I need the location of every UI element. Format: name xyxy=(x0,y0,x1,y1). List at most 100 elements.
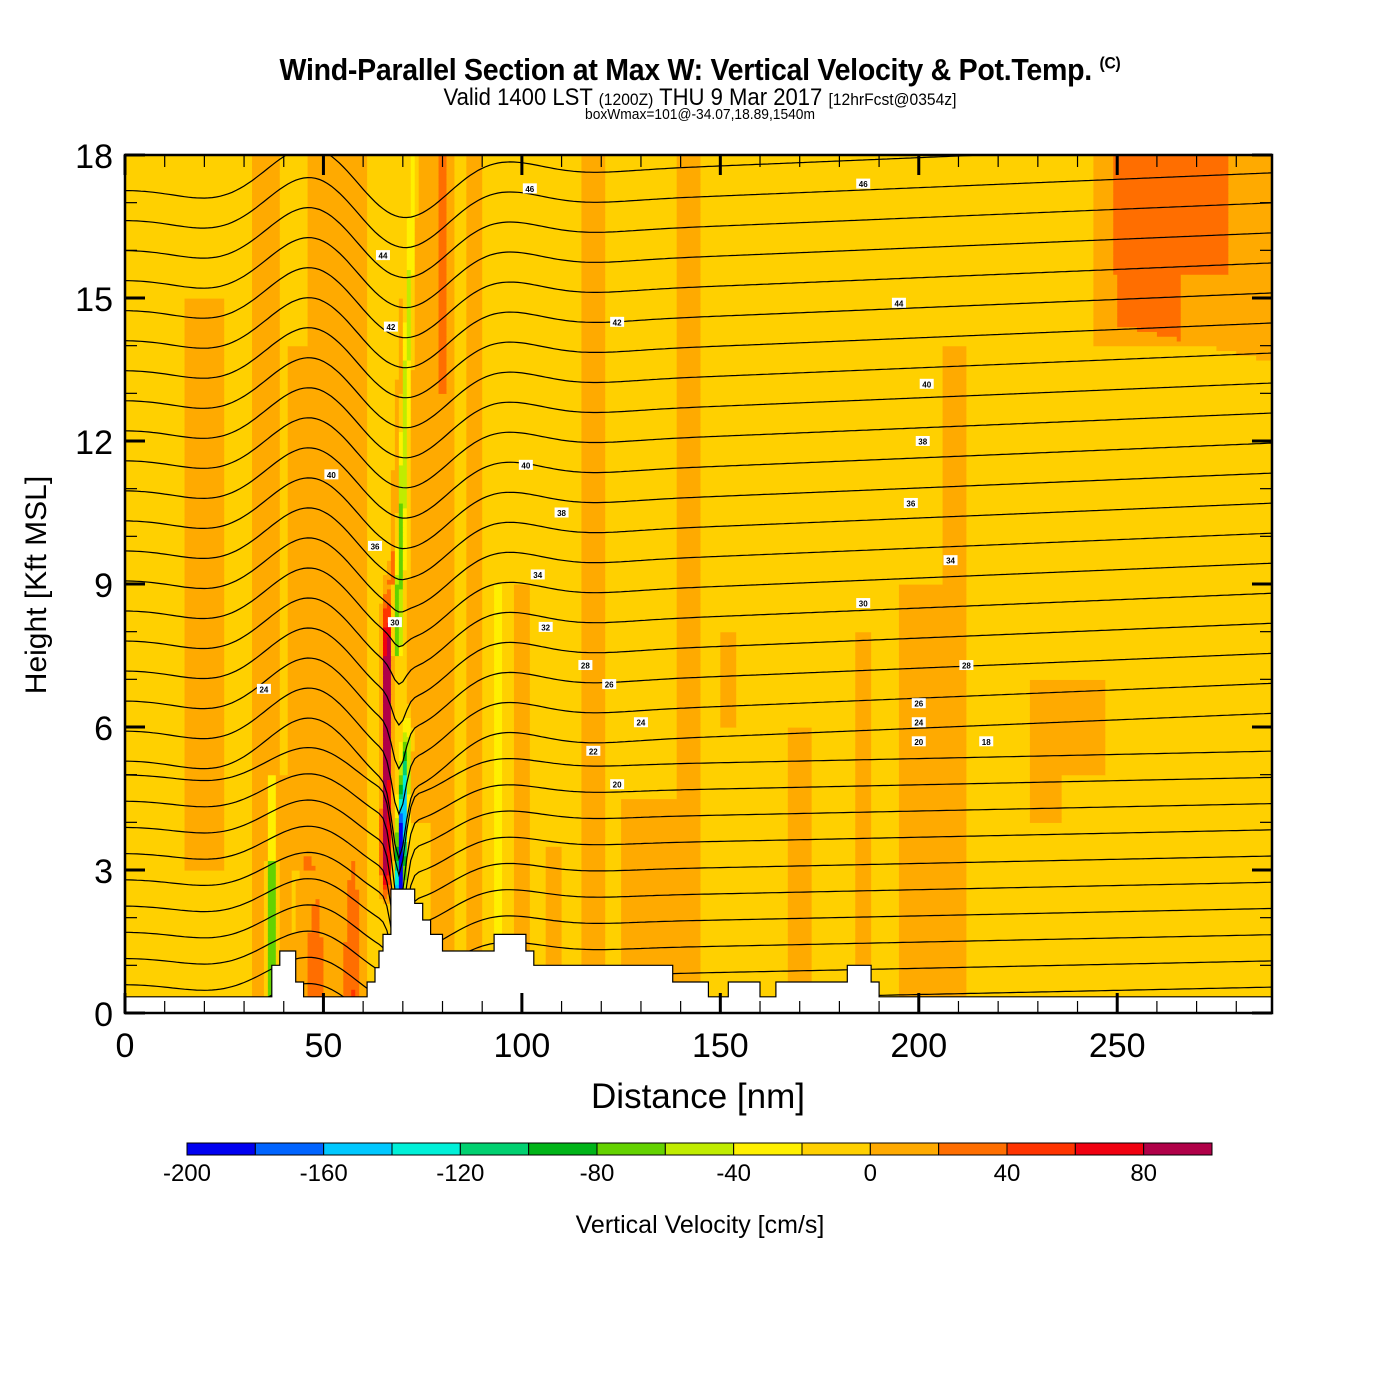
velocity-cell xyxy=(676,178,702,185)
velocity-cell xyxy=(367,183,412,189)
velocity-cell xyxy=(502,727,515,733)
velocity-cell xyxy=(482,908,495,914)
velocity-cell xyxy=(700,293,1095,299)
velocity-cell xyxy=(367,474,392,480)
velocity-cell xyxy=(454,779,467,785)
velocity-cell xyxy=(898,951,967,957)
velocity-cell xyxy=(307,951,325,957)
velocity-cell xyxy=(787,769,813,776)
velocity-cell xyxy=(184,703,225,709)
velocity-cell xyxy=(224,603,253,609)
velocity-cell xyxy=(855,650,872,657)
velocity-cell xyxy=(382,674,392,680)
velocity-cell xyxy=(871,812,900,819)
velocity-cell xyxy=(871,827,900,833)
velocity-cell xyxy=(1180,283,1272,290)
velocity-cell xyxy=(367,379,396,385)
velocity-cell xyxy=(402,884,408,890)
velocity-cell xyxy=(224,650,253,657)
contour-label-bg xyxy=(383,321,398,332)
velocity-cell xyxy=(605,283,678,290)
velocity-cell xyxy=(398,312,404,318)
velocity-cell xyxy=(410,703,456,709)
velocity-cell xyxy=(438,317,448,323)
velocity-cell xyxy=(700,317,1095,323)
velocity-cell xyxy=(414,202,420,209)
velocity-cell xyxy=(382,788,388,795)
velocity-cell xyxy=(267,870,277,876)
contour-label-bg xyxy=(256,683,271,694)
velocity-cell xyxy=(406,822,412,828)
velocity-cell xyxy=(438,355,448,361)
velocity-cell xyxy=(390,660,396,666)
velocity-cell xyxy=(787,860,813,866)
velocity-cell xyxy=(605,736,678,742)
velocity-cell xyxy=(502,684,515,690)
velocity-cell xyxy=(275,946,281,952)
velocity-cell xyxy=(299,870,352,876)
velocity-cell xyxy=(898,593,967,599)
velocity-cell xyxy=(279,412,289,418)
velocity-cell xyxy=(1228,236,1272,242)
velocity-cell xyxy=(466,722,483,728)
velocity-cell xyxy=(252,946,265,952)
velocity-cell xyxy=(402,769,408,776)
velocity-cell xyxy=(406,426,412,433)
velocity-cell xyxy=(184,526,225,533)
velocity-cell xyxy=(279,908,293,914)
velocity-cell xyxy=(966,560,1272,566)
velocity-cell xyxy=(125,479,186,485)
velocity-cell xyxy=(871,879,900,885)
velocity-cell xyxy=(605,455,678,461)
velocity-cell xyxy=(398,884,404,890)
velocity-cell xyxy=(529,741,583,747)
velocity-cell xyxy=(224,574,253,580)
velocity-cell xyxy=(307,183,368,189)
velocity-cell xyxy=(581,188,606,194)
velocity-cell xyxy=(319,927,348,933)
velocity-cell xyxy=(279,645,289,652)
velocity-cell xyxy=(224,445,253,452)
velocity-cell xyxy=(898,617,967,623)
velocity-cell xyxy=(966,936,1272,943)
velocity-cell xyxy=(367,622,380,628)
velocity-cell xyxy=(367,445,396,452)
velocity-cell xyxy=(382,598,392,604)
velocity-cell xyxy=(367,588,384,595)
velocity-cell xyxy=(871,631,900,638)
velocity-cell xyxy=(561,903,583,909)
velocity-cell xyxy=(482,879,495,885)
velocity-cell xyxy=(394,579,400,585)
velocity-cell xyxy=(1029,803,1063,809)
velocity-cell xyxy=(454,197,467,204)
velocity-cell xyxy=(359,960,368,966)
velocity-cell xyxy=(700,898,789,904)
velocity-cell xyxy=(410,831,432,838)
velocity-cell xyxy=(871,874,900,881)
velocity-cell xyxy=(966,345,1218,352)
velocity-cell xyxy=(287,498,368,504)
velocity-cell xyxy=(581,817,606,823)
velocity-cell xyxy=(390,655,396,661)
velocity-cell xyxy=(454,493,467,499)
velocity-cell xyxy=(966,474,1272,480)
velocity-cell xyxy=(224,665,253,671)
velocity-cell xyxy=(898,922,967,928)
velocity-cell xyxy=(382,812,388,819)
velocity-cell xyxy=(700,321,1095,328)
velocity-cell xyxy=(367,174,412,180)
velocity-cell xyxy=(287,412,368,418)
velocity-cell xyxy=(279,169,309,175)
velocity-cell xyxy=(494,645,503,652)
velocity-cell xyxy=(410,398,456,404)
velocity-cell xyxy=(410,412,456,418)
velocity-cell xyxy=(398,398,404,404)
velocity-cell xyxy=(676,183,702,189)
velocity-cell xyxy=(605,526,678,533)
velocity-cell xyxy=(605,684,678,690)
velocity-cell xyxy=(787,798,813,804)
velocity-cell xyxy=(279,579,289,585)
velocity-cell xyxy=(307,212,368,218)
velocity-cell xyxy=(581,197,606,204)
velocity-cell xyxy=(720,669,737,676)
